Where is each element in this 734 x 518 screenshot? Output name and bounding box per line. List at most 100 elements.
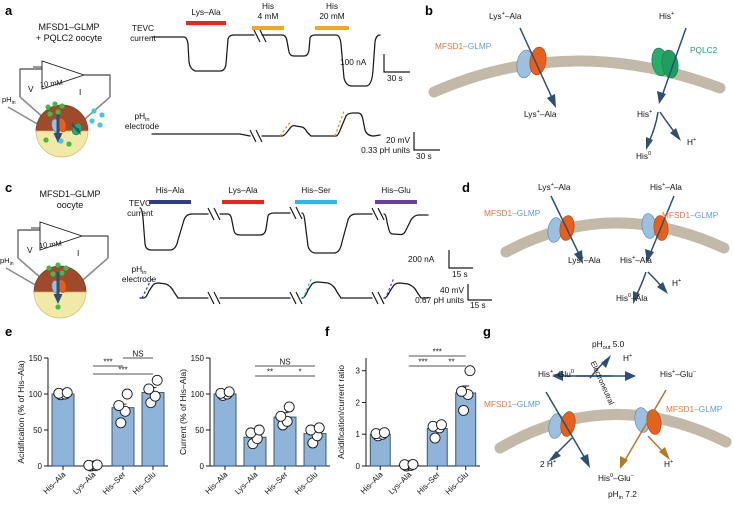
panel-d-substrate-bottom-right: His+–Ala bbox=[620, 255, 652, 265]
svg-text:His–Ala: His–Ala bbox=[42, 470, 68, 496]
svg-text:0: 0 bbox=[356, 462, 361, 471]
panel-c-label: c bbox=[5, 180, 13, 195]
panel-e-right-chart: 0 50 100 150 Current (% of His–Ala) His–Ala Ly… bbox=[176, 328, 336, 514]
panel-f-chart: 0 1 2 3 Acidification/current ratio His–Ala Ly… bbox=[336, 328, 486, 514]
oocyte-vegetal-pole-c bbox=[33, 291, 87, 319]
panel-a-prep-line2: + PQLC2 oocyte bbox=[35, 32, 103, 43]
panel-g-ph-in: pHin 7.2 bbox=[608, 489, 637, 501]
svg-text:***: *** bbox=[118, 366, 127, 375]
panel-a-bar-label-0-line1: Lys–Ala bbox=[191, 7, 221, 17]
panel-a-prep-title: MFSD1–GLMP + PQLC2 oocyte bbox=[14, 22, 124, 43]
svg-text:150: 150 bbox=[191, 354, 205, 363]
panel-d-substrate-top-left: Lys+–Ala bbox=[538, 182, 571, 192]
panel-b-diagram bbox=[420, 14, 734, 174]
panel-c-ph-line1: pHin bbox=[131, 264, 147, 276]
panel-a-ph-trace bbox=[150, 106, 381, 168]
svg-text:Lys–Ala: Lys–Ala bbox=[387, 470, 414, 497]
svg-text:His–Glu: His–Glu bbox=[444, 470, 470, 496]
panel-b-protein-right-label: PQLC2 bbox=[690, 45, 718, 55]
panel-b-substrate-bottom-right: His+ bbox=[637, 109, 653, 119]
panel-a-bar-label-2-line1: His bbox=[326, 1, 338, 11]
panel-b-protein-left-label: MFSD1–GLMP bbox=[435, 41, 492, 51]
panel-c-ph-line2: electrode bbox=[121, 273, 157, 284]
panel-c-bar-label-3: His–Glu bbox=[381, 185, 411, 195]
panel-a-scale-ph-time: 30 s bbox=[416, 151, 432, 161]
panel-g-proton-top: H+ bbox=[623, 353, 633, 363]
panel-e-left-chart: 0 50 100 150 Acidification (% of His–Ala) His… bbox=[14, 328, 174, 514]
panel-c-prep-title: MFSD1–GLMP oocyte bbox=[14, 189, 126, 210]
panel-d-protein-right-label: MFSD1–GLMP bbox=[662, 210, 719, 220]
panel-d-proton: H+ bbox=[672, 278, 682, 288]
panel-a-scale-ph-units: 0.33 pH units bbox=[361, 145, 410, 155]
panel-c-bar-2 bbox=[295, 200, 337, 204]
panel-g-ph-out: pHout 5.0 bbox=[592, 339, 625, 351]
panel-c-scalebar-current bbox=[447, 248, 479, 276]
panel-c-scale-time: 15 s bbox=[452, 269, 468, 279]
panel-c-bar-1 bbox=[222, 200, 264, 204]
panel-g-diagram bbox=[490, 338, 734, 513]
membrane-b bbox=[428, 55, 726, 98]
panel-g-label: g bbox=[483, 324, 491, 339]
panel-d-product-neutral: His0–Ala bbox=[616, 293, 648, 303]
panel-c-prep-line1: MFSD1–GLMP bbox=[39, 189, 101, 199]
panel-c-bar-label-0: His–Ala bbox=[155, 185, 185, 195]
panel-b-substrate-bottom-left: Lys+–Ala bbox=[524, 109, 557, 119]
amplifier-triangle-c bbox=[39, 221, 84, 251]
panel-b-proton: H+ bbox=[687, 137, 697, 147]
panel-d-substrate-bottom-left: Lys+–Ala bbox=[568, 255, 601, 265]
panel-a-tevc-label: TEVC current bbox=[120, 23, 166, 44]
panel-a-bar-label-1-line2: 4 mM bbox=[257, 10, 279, 21]
svg-text:His–Ala: His–Ala bbox=[359, 470, 385, 496]
panel-b-product-neutral: His0 bbox=[636, 151, 652, 161]
panel-a-tevc-trace bbox=[150, 22, 381, 94]
panel-g-right-proton: H+ bbox=[664, 459, 674, 469]
panel-a-scale-current: 100 nA bbox=[340, 57, 367, 67]
panel-a-prep-line1: MFSD1–GLMP bbox=[38, 22, 100, 32]
panel-c-ph-label: pHin electrode bbox=[112, 264, 166, 285]
svg-text:**: ** bbox=[267, 368, 273, 377]
panel-d-protein-left-label: MFSD1–GLMP bbox=[484, 208, 541, 218]
panel-a-bar-label-1: His 4 mM bbox=[248, 1, 288, 22]
panel-a-scale-time: 30 s bbox=[387, 73, 403, 83]
panel-a-tevc-line2: current bbox=[130, 32, 156, 43]
panel-c-tevc-line2: current bbox=[127, 207, 153, 218]
panel-a-bar-label-2: His 20 mM bbox=[308, 1, 356, 22]
panel-c-scale-ph-time: 15 s bbox=[470, 300, 486, 310]
svg-text:Acidification/current ratio: Acidification/current ratio bbox=[336, 365, 346, 459]
panel-c-tevc-line1: TEVC bbox=[128, 198, 152, 208]
svg-text:His–Ser: His–Ser bbox=[263, 470, 290, 497]
svg-text:0: 0 bbox=[38, 462, 43, 471]
panel-b-substrate-top-left: Lys+–Ala bbox=[489, 11, 522, 21]
svg-text:100: 100 bbox=[191, 390, 205, 399]
panel-g-protein-right-label: MFSD1–GLMP bbox=[666, 404, 723, 414]
svg-text:1: 1 bbox=[356, 430, 361, 439]
panel-d-label: d bbox=[462, 180, 470, 195]
panel-a-ph-line1: pHin bbox=[134, 111, 150, 123]
panel-a-i-label: I bbox=[79, 87, 82, 97]
panel-c-i-label: I bbox=[77, 248, 80, 258]
panel-c-prep-line2: oocyte bbox=[56, 199, 84, 210]
svg-text:*: * bbox=[298, 368, 301, 377]
svg-text:***: *** bbox=[418, 358, 427, 367]
panel-a-bar-1 bbox=[252, 26, 284, 30]
svg-text:Acidification (% of His–Ala): Acidification (% of His–Ala) bbox=[16, 360, 26, 463]
panel-a-bar-label-1-line1: His bbox=[262, 1, 274, 11]
panel-g-left-protons: 2 H+ bbox=[540, 459, 557, 469]
svg-text:Lys–Ala: Lys–Ala bbox=[233, 470, 260, 497]
panel-c-oocyte-diagram bbox=[5, 208, 131, 320]
panel-c-bar-label-2: His–Ser bbox=[301, 185, 331, 195]
panel-c-scale-ph-units: 0.67 pH units bbox=[415, 295, 464, 305]
panel-a-bar-0 bbox=[186, 21, 226, 25]
svg-text:150: 150 bbox=[29, 354, 43, 363]
svg-text:50: 50 bbox=[33, 426, 42, 435]
svg-text:His–Ser: His–Ser bbox=[415, 470, 442, 497]
svg-text:His–Ala: His–Ala bbox=[204, 470, 230, 496]
panel-a-ph-line2: electrode bbox=[124, 120, 160, 131]
panel-c-bar-0 bbox=[149, 200, 191, 204]
svg-text:50: 50 bbox=[195, 426, 204, 435]
panel-a-bar-label-0: Lys–Ala bbox=[176, 7, 236, 18]
panel-c-phin-label: pHin bbox=[0, 256, 14, 267]
svg-text:2: 2 bbox=[356, 398, 361, 407]
panel-d-diagram bbox=[500, 190, 730, 320]
svg-text:100: 100 bbox=[29, 390, 43, 399]
